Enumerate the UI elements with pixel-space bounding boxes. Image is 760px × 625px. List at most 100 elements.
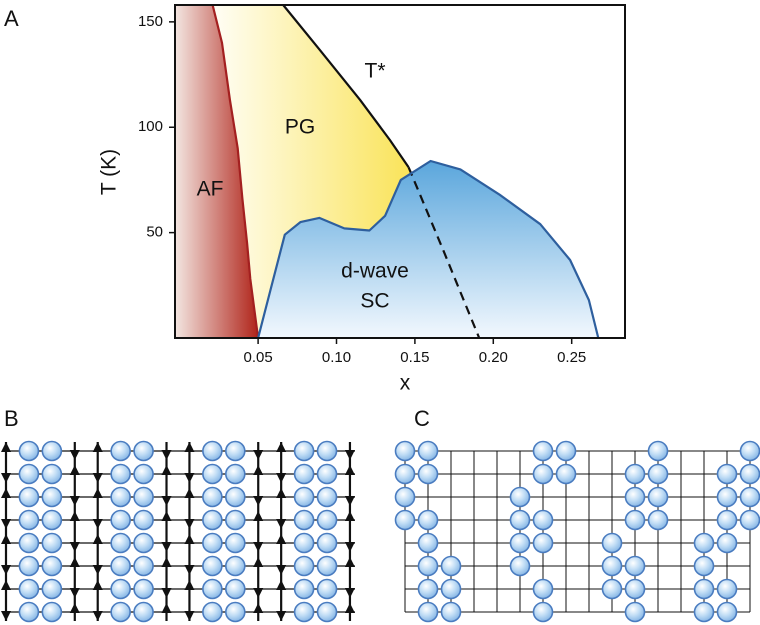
atom (532, 532, 554, 554)
atom (739, 509, 760, 531)
atom (316, 555, 338, 577)
spin-arrow (1, 442, 11, 452)
atom (624, 486, 646, 508)
y-tick-label: 150 (138, 13, 163, 30)
atom (41, 509, 63, 531)
atom (716, 601, 738, 623)
curve (257, 159, 600, 339)
atom (18, 601, 40, 623)
spin-arrow (161, 588, 172, 598)
atom (18, 532, 40, 554)
spin-arrow (92, 473, 103, 483)
atom (202, 555, 223, 577)
atom (133, 486, 154, 508)
atom (202, 601, 223, 623)
atom (601, 532, 623, 554)
atom (509, 532, 531, 554)
atom (693, 532, 715, 554)
atom (41, 555, 63, 577)
atom (739, 463, 760, 485)
spin-arrow (1, 580, 11, 590)
atom (293, 555, 315, 577)
atom (110, 601, 131, 623)
spin-arrow (344, 511, 355, 521)
spin-arrow (344, 542, 355, 552)
spin-arrow (161, 511, 172, 521)
curve (407, 166, 481, 339)
y-tick-label: 100 (138, 118, 163, 135)
atom (41, 486, 63, 508)
atom (202, 463, 223, 485)
atom (601, 578, 623, 600)
plot: 0.05 0.10 0.15 0.20 0.25 50 100 150 AF PG T* d-wave… (138, 4, 626, 366)
x-tick-label: 0.25 (557, 349, 586, 366)
atom (716, 532, 738, 554)
spin-arrow (92, 519, 103, 529)
atom (417, 463, 439, 485)
atom (110, 486, 131, 508)
atom (624, 601, 646, 623)
x-tick-label: 0.10 (322, 349, 351, 366)
atom (293, 440, 315, 462)
spin-arrow (276, 580, 287, 590)
curve (211, 4, 260, 339)
atom (417, 601, 439, 623)
atom (202, 532, 223, 554)
spin-arrow (253, 496, 264, 506)
atom (555, 440, 577, 462)
atom (739, 440, 760, 462)
atom (225, 463, 246, 485)
atom (133, 555, 154, 577)
spin-arrow (344, 603, 355, 613)
x-tick-label: 0.15 (400, 349, 429, 366)
atom (202, 509, 223, 531)
atom (624, 578, 646, 600)
atom (41, 601, 63, 623)
atom (202, 440, 223, 462)
spin-arrow (92, 580, 103, 590)
spin-arrow (184, 565, 195, 575)
spin-arrow (276, 442, 287, 452)
atom (440, 578, 462, 600)
spin-arrow (69, 496, 80, 506)
atom (555, 463, 577, 485)
atom (18, 509, 40, 531)
atom (41, 532, 63, 554)
spin-arrow (69, 465, 80, 475)
atom (110, 509, 131, 531)
spin-arrow (276, 611, 287, 621)
spin-arrow (344, 588, 355, 598)
x-axis-label: x (400, 372, 411, 395)
atom (394, 486, 416, 508)
atom (316, 486, 338, 508)
spin-arrow (184, 611, 195, 621)
atom (293, 509, 315, 531)
atom (225, 555, 246, 577)
atom (133, 532, 154, 554)
atom (110, 532, 131, 554)
spin-arrow (92, 611, 103, 621)
atom (716, 509, 738, 531)
spin-arrow (344, 450, 355, 460)
spin-arrow (276, 473, 287, 483)
atom (716, 578, 738, 600)
atom (18, 578, 40, 600)
spin-arrow (344, 557, 355, 567)
atom (739, 486, 760, 508)
atom (647, 440, 669, 462)
region-label: PG (285, 116, 315, 139)
atom (110, 463, 131, 485)
atom (509, 509, 531, 531)
spin-arrow (1, 488, 11, 498)
spin-arrow (92, 442, 103, 452)
lattice-c (394, 440, 760, 623)
x-tick-label: 0.05 (243, 349, 272, 366)
spin-arrow (69, 542, 80, 552)
atom (394, 463, 416, 485)
atom (110, 555, 131, 577)
atom (693, 578, 715, 600)
spin-arrow (92, 488, 103, 498)
atom (225, 532, 246, 554)
curve (282, 4, 410, 168)
spin-arrow (161, 542, 172, 552)
